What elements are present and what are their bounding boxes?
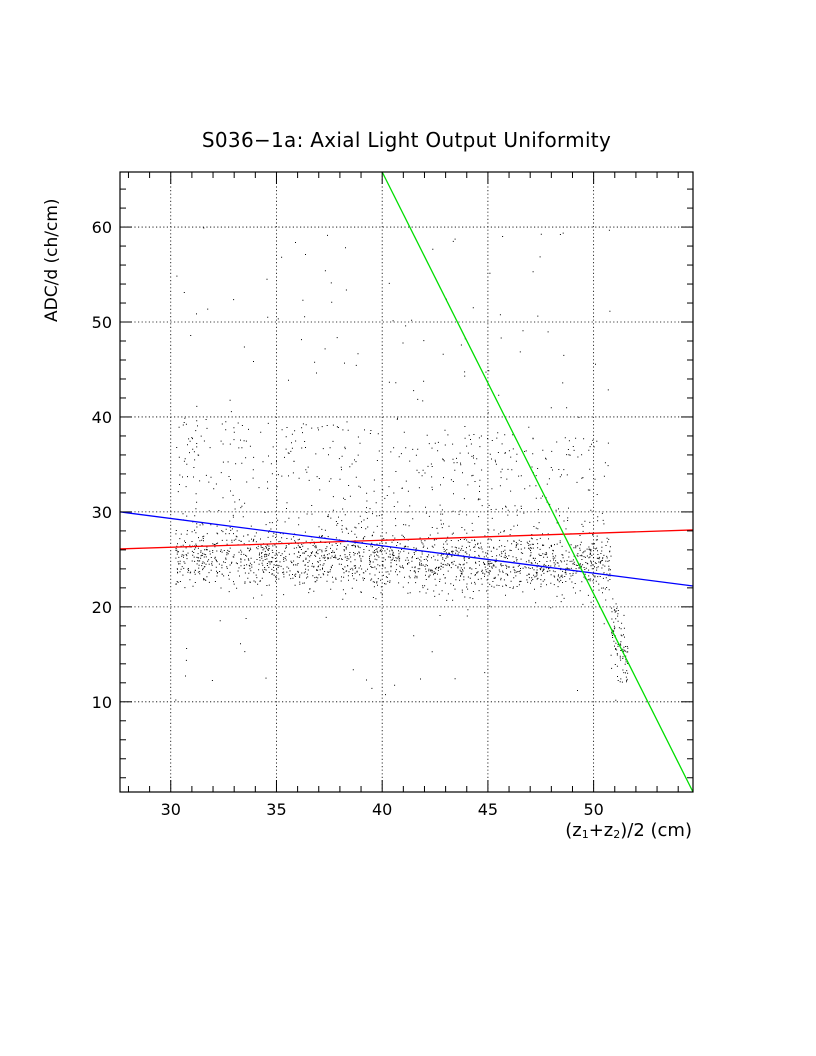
axis-ticks: [120, 172, 693, 792]
fit-line-1: [119, 511, 694, 587]
scatter-points-path: [175, 227, 629, 701]
x-tick-label: 45: [478, 800, 498, 819]
x-tick-label: 35: [266, 800, 286, 819]
y-tick-label: 10: [92, 693, 112, 712]
x-label-part: +z: [588, 820, 614, 841]
fit-lines: [119, 171, 694, 793]
y-tick-label: 50: [92, 313, 112, 332]
x-label-sub-1: 1: [581, 828, 589, 841]
plot-frame: [119, 171, 694, 793]
y-tick-label: 40: [92, 408, 112, 427]
x-label-part: )/2 (cm): [620, 820, 692, 841]
y-tick-label: 60: [92, 218, 112, 237]
fit-line-2: [381, 171, 694, 793]
grid-lines: [120, 172, 693, 792]
tick-labels: 30 35 40 45 50 10 20 30 40 50 60: [92, 218, 604, 819]
chart-title: S036−1a: Axial Light Output Uniformity: [201, 128, 612, 152]
fit-line-0: [119, 529, 694, 550]
y-axis-label: ADC/d (ch/cm): [42, 198, 62, 322]
y-tick-label: 30: [92, 503, 112, 522]
scatter-points: [175, 227, 629, 701]
x-label-sub-2: 2: [613, 828, 621, 841]
x-tick-label: 40: [372, 800, 392, 819]
x-tick-label: 30: [161, 800, 181, 819]
x-label-part: (z: [565, 820, 582, 841]
x-axis-label: (z1+z2)/2 (cm): [565, 820, 692, 841]
x-tick-label: 50: [583, 800, 603, 819]
y-tick-label: 20: [92, 598, 112, 617]
